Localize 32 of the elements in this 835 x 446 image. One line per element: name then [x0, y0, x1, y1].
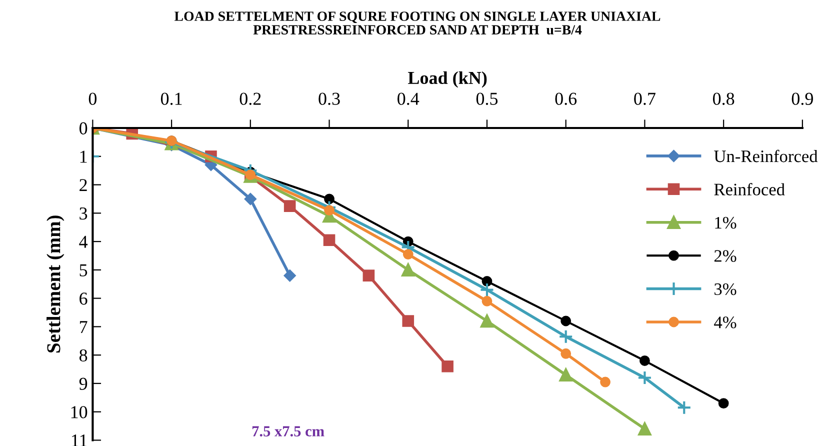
y-tick-label: 8	[79, 349, 88, 362]
x-tick-label: 0.1	[160, 92, 182, 105]
x-tick-label: 0.5	[476, 92, 498, 105]
y-tick-label: 5	[80, 264, 88, 276]
y-tick-label: 9	[79, 378, 88, 390]
legend-label: 4%	[714, 316, 736, 328]
x-tick-label: 0.9	[792, 92, 813, 105]
legend-label: 3%	[714, 283, 736, 296]
y-axis-title: Settlement (mm)	[46, 216, 64, 352]
y-tick-label: 6	[80, 292, 88, 305]
annotation: 7.5 x7.5 cm	[252, 426, 324, 437]
y-tick-label: 3	[80, 207, 88, 220]
legend-label: Reinfoced	[714, 183, 785, 196]
y-tick-label: 4	[79, 236, 88, 248]
y-tick-label: 10	[71, 406, 88, 418]
legend-label: 1%	[715, 216, 736, 229]
y-tick-label: 11	[72, 434, 87, 446]
x-tick-label: 0.3	[318, 92, 340, 105]
x-tick-label: 0.6	[555, 92, 577, 105]
y-tick-label: 0	[79, 122, 88, 134]
legend-label: Un-Reinforced	[714, 150, 818, 162]
x-tick-label: 0	[88, 92, 97, 105]
x-tick-label: 0.8	[712, 92, 734, 105]
x-tick-label: 0.4	[398, 92, 420, 105]
chart-title: LOAD SETTELMENT OF SQURE FOOTING ON SINGLE LAYER UNIAXIAL PRESTRESSREINFORCED SAND AT DEPTH u=B/4	[174, 12, 660, 35]
y-tick-label: 7	[80, 321, 88, 333]
legend-label: 2%	[714, 250, 736, 262]
y-tick-label: 2	[80, 179, 87, 192]
y-tick-label: 1	[80, 150, 87, 163]
x-tick-label: 0.7	[634, 92, 656, 105]
x-tick-label: 0.2	[240, 92, 261, 105]
x-axis-title: Load (kN)	[408, 71, 487, 88]
